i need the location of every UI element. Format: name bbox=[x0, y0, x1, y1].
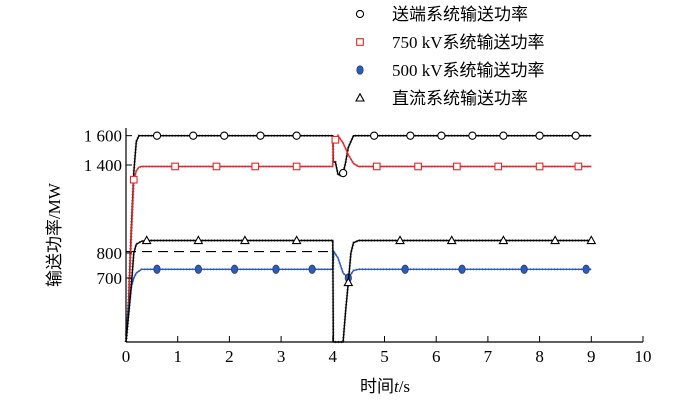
y-tick-label: 1 600 bbox=[84, 127, 122, 146]
marker-square bbox=[494, 162, 503, 171]
marker-circle bbox=[220, 131, 229, 140]
series-1 bbox=[124, 133, 592, 343]
y-tick-label: 1 400 bbox=[84, 156, 122, 175]
marker-filled-circle bbox=[153, 264, 161, 274]
series-band bbox=[124, 247, 592, 335]
marker-square bbox=[251, 162, 260, 171]
marker-triangle bbox=[343, 277, 354, 287]
marker-circle bbox=[437, 131, 446, 140]
marker-triangle bbox=[586, 235, 597, 245]
marker-filled-circle bbox=[356, 65, 364, 75]
marker-circle bbox=[535, 131, 544, 140]
series-band bbox=[124, 239, 592, 344]
marker-circle bbox=[338, 168, 348, 178]
marker-circle bbox=[152, 131, 162, 140]
marker-square bbox=[356, 38, 364, 46]
marker-triangle bbox=[498, 235, 509, 245]
axes: 0 1 2 3 4 5 6 7 8 9 10 1 600 1 400 800 700 bbox=[84, 127, 652, 366]
marker-triangle bbox=[395, 235, 405, 245]
series-line bbox=[125, 134, 592, 343]
marker-filled-circle bbox=[520, 264, 528, 274]
y-tick-label: 700 bbox=[97, 269, 123, 288]
marker-filled-circle bbox=[308, 264, 316, 274]
marker-circle bbox=[355, 9, 365, 19]
marker-triangle bbox=[355, 92, 365, 102]
marker-square bbox=[212, 162, 221, 171]
y-tick-label: 800 bbox=[97, 244, 123, 263]
x-tick-label: 6 bbox=[432, 347, 441, 366]
marker-circle bbox=[370, 131, 379, 140]
series-line bbox=[125, 239, 592, 343]
legend-label: 送端系统输送功率 bbox=[392, 5, 528, 24]
y-axis-title: 输送功率/MW bbox=[45, 182, 64, 287]
x-tick-label: 8 bbox=[535, 347, 544, 366]
marker-square bbox=[535, 162, 544, 171]
marker-circle bbox=[499, 131, 508, 140]
marker-square bbox=[453, 162, 461, 171]
marker-filled-circle bbox=[401, 264, 409, 274]
marker-filled-circle bbox=[194, 264, 202, 274]
marker-circle bbox=[256, 131, 265, 140]
series-0 bbox=[124, 131, 592, 343]
marker-square bbox=[414, 162, 422, 171]
x-tick-label: 1 bbox=[173, 347, 182, 366]
x-tick-label: 9 bbox=[587, 347, 596, 366]
marker-triangle bbox=[239, 235, 250, 245]
x-tick-label: 10 bbox=[635, 347, 652, 366]
legend-label: 750 kV系统输送功率 bbox=[392, 33, 545, 52]
marker-square bbox=[129, 175, 138, 184]
marker-circle bbox=[406, 131, 415, 140]
marker-triangle bbox=[446, 235, 457, 245]
marker-square bbox=[574, 162, 583, 171]
x-tick-label: 7 bbox=[484, 347, 493, 366]
marker-square bbox=[331, 135, 340, 144]
series-line bbox=[125, 249, 592, 335]
marker-circle bbox=[189, 131, 198, 140]
marker-square bbox=[292, 162, 301, 171]
marker-square bbox=[372, 162, 381, 171]
x-tick-label: 0 bbox=[122, 347, 131, 366]
marker-filled-circle bbox=[582, 264, 590, 274]
legend-label: 直流系统输送功率 bbox=[392, 89, 528, 108]
marker-circle bbox=[571, 131, 580, 140]
marker-filled-circle bbox=[458, 264, 466, 274]
plot-area bbox=[124, 131, 597, 344]
marker-triangle bbox=[141, 235, 152, 245]
marker-triangle bbox=[193, 235, 204, 245]
marker-filled-circle bbox=[230, 264, 239, 274]
x-tick-label: 3 bbox=[277, 347, 286, 366]
series-band bbox=[124, 133, 592, 343]
marker-square bbox=[171, 162, 179, 171]
x-tick-label: 4 bbox=[329, 347, 338, 366]
series-2 bbox=[124, 247, 592, 335]
marker-filled-circle bbox=[272, 264, 280, 274]
marker-circle bbox=[292, 131, 301, 140]
marker-triangle bbox=[550, 235, 561, 245]
x-axis-title: 时间t/s bbox=[360, 377, 410, 396]
legend-label: 500 kV系统输送功率 bbox=[392, 61, 545, 80]
series-3 bbox=[124, 235, 597, 344]
marker-triangle bbox=[291, 235, 302, 245]
x-tick-label: 2 bbox=[225, 347, 234, 366]
marker-circle bbox=[468, 131, 477, 140]
x-tick-label: 5 bbox=[380, 347, 389, 366]
